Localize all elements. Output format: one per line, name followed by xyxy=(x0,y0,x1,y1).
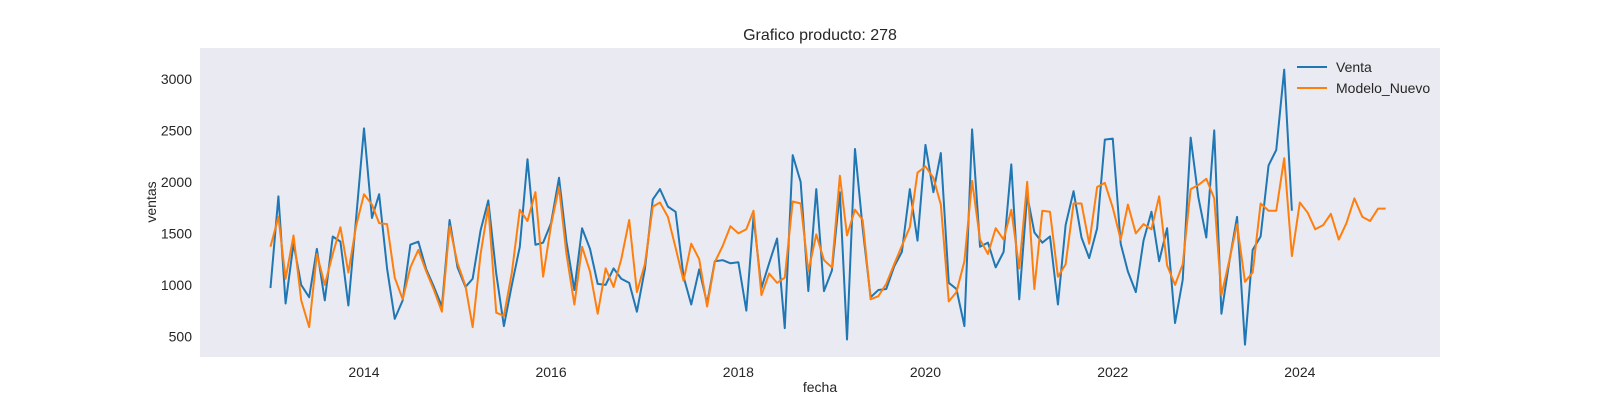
x-tick-label: 2024 xyxy=(1284,364,1315,380)
x-tick-label: 2022 xyxy=(1097,364,1128,380)
y-tick-label: 2500 xyxy=(161,122,192,138)
y-tick-label: 2000 xyxy=(161,174,192,190)
x-tick-label: 2014 xyxy=(348,364,379,380)
series-layer xyxy=(269,68,1386,346)
y-axis-label: ventas xyxy=(143,181,159,222)
x-axis-label: fecha xyxy=(803,379,837,395)
y-axis: 500 1000 1500 2000 2500 3000 xyxy=(161,71,193,344)
x-tick-label: 2020 xyxy=(910,364,941,380)
legend-label-venta: Venta xyxy=(1336,59,1372,75)
y-tick-label: 1000 xyxy=(161,277,192,293)
x-tick-label: 2018 xyxy=(723,364,754,380)
x-axis: 2014 2016 2018 2020 2022 2024 xyxy=(348,364,1315,380)
legend-label-modelo-nuevo: Modelo_Nuevo xyxy=(1336,80,1430,96)
y-tick-label: 1500 xyxy=(161,225,192,241)
series-line-modelo-nuevo xyxy=(269,157,1386,329)
series-line-venta xyxy=(269,68,1293,346)
y-tick-label: 500 xyxy=(169,328,193,344)
plot-area xyxy=(200,48,1440,357)
chart-title: Grafico producto: 278 xyxy=(743,27,897,44)
x-tick-label: 2016 xyxy=(535,364,566,380)
y-tick-label: 3000 xyxy=(161,71,192,87)
legend: Venta Modelo_Nuevo xyxy=(1297,59,1430,96)
